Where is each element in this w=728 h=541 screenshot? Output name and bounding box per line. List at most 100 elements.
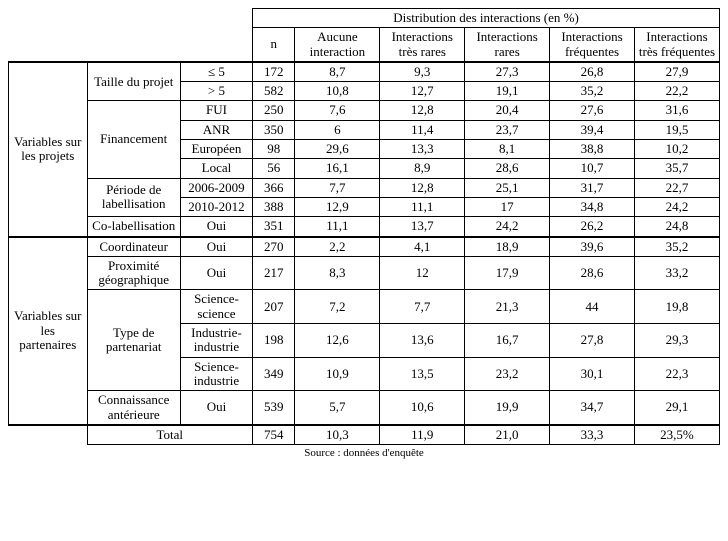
row-total: Total 754 10,3 11,9 21,0 33,3 23,5% [9, 425, 720, 445]
cell: 350 [253, 120, 295, 139]
cell: 11,1 [380, 197, 465, 216]
cell: 29,6 [295, 140, 380, 159]
cell: 31,7 [550, 178, 635, 197]
cat-le5: ≤ 5 [180, 62, 252, 82]
cell: 27,8 [550, 324, 635, 358]
var-financement: Financement [87, 101, 180, 178]
cell: 10,9 [295, 357, 380, 391]
header-aucune: Aucune interaction [295, 28, 380, 62]
row-per-0609: Période de labellisation 2006-2009 366 7… [9, 178, 720, 197]
cell: 8,3 [295, 256, 380, 290]
cell: 10,6 [380, 391, 465, 425]
cell: 13,6 [380, 324, 465, 358]
cell: 16,1 [295, 159, 380, 178]
cell: 27,6 [550, 101, 635, 120]
group-projets: Variables sur les projets [9, 62, 88, 237]
cat-fui: FUI [180, 101, 252, 120]
cell: 28,6 [465, 159, 550, 178]
cat-oui: Oui [180, 237, 252, 257]
cell: 23,7 [465, 120, 550, 139]
cat-1012: 2010-2012 [180, 197, 252, 216]
header-tres-rares: Interactions très rares [380, 28, 465, 62]
cell: 6 [295, 120, 380, 139]
cell: 7,6 [295, 101, 380, 120]
interactions-table: Distribution des interactions (en %) n A… [8, 8, 720, 445]
cell: 44 [550, 290, 635, 324]
cat-ss: Science-science [180, 290, 252, 324]
cell: 19,8 [634, 290, 719, 324]
cell: 12,7 [380, 82, 465, 101]
group-partenaires: Variables sur les partenaires [9, 237, 88, 425]
cell: 388 [253, 197, 295, 216]
cell: 34,7 [550, 391, 635, 425]
row-fin-fui: Financement FUI 250 7,6 12,8 20,4 27,6 3… [9, 101, 720, 120]
cell: 35,2 [634, 237, 719, 257]
cell: 56 [253, 159, 295, 178]
cell: 13,3 [380, 140, 465, 159]
var-colab: Co-labellisation [87, 217, 180, 237]
header-distribution: Distribution des interactions (en %) [253, 9, 720, 28]
row-type-ss: Type de partenariat Science-science 207 … [9, 290, 720, 324]
cell: 26,2 [550, 217, 635, 237]
row-colab: Co-labellisation Oui 351 11,1 13,7 24,2 … [9, 217, 720, 237]
cell: 21,0 [465, 425, 550, 445]
cell: 29,1 [634, 391, 719, 425]
cell: 19,1 [465, 82, 550, 101]
cell: 12,8 [380, 101, 465, 120]
cat-eur: Européen [180, 140, 252, 159]
cell: 24,2 [634, 197, 719, 216]
cell: 12 [380, 256, 465, 290]
cell: 22,2 [634, 82, 719, 101]
cell: 30,1 [550, 357, 635, 391]
cell: 539 [253, 391, 295, 425]
var-prox: Proximité géographique [87, 256, 180, 290]
cell: 19,5 [634, 120, 719, 139]
cell: 27,3 [465, 62, 550, 82]
cell: 22,7 [634, 178, 719, 197]
cat-oui: Oui [180, 256, 252, 290]
cell: 13,5 [380, 357, 465, 391]
cell: 8,7 [295, 62, 380, 82]
row-prox: Proximité géographique Oui 217 8,3 12 17… [9, 256, 720, 290]
cell: 39,4 [550, 120, 635, 139]
cell: 754 [253, 425, 295, 445]
cell: 351 [253, 217, 295, 237]
cell: 207 [253, 290, 295, 324]
cell: 172 [253, 62, 295, 82]
cell: 11,9 [380, 425, 465, 445]
cell: 217 [253, 256, 295, 290]
cell: 21,3 [465, 290, 550, 324]
cell: 33,3 [550, 425, 635, 445]
cell: 9,3 [380, 62, 465, 82]
cell: 12,6 [295, 324, 380, 358]
cat-si: Science-industrie [180, 357, 252, 391]
cell: 34,8 [550, 197, 635, 216]
cell: 2,2 [295, 237, 380, 257]
header-n: n [253, 28, 295, 62]
var-conn: Connaissance antérieure [87, 391, 180, 425]
var-taille: Taille du projet [87, 62, 180, 101]
cat-0609: 2006-2009 [180, 178, 252, 197]
cell: 270 [253, 237, 295, 257]
cell: 17 [465, 197, 550, 216]
cell: 11,1 [295, 217, 380, 237]
cell: 22,3 [634, 357, 719, 391]
var-type: Type de partenariat [87, 290, 180, 391]
cell: 7,7 [295, 178, 380, 197]
header-rares: Interactions rares [465, 28, 550, 62]
cell: 10,3 [295, 425, 380, 445]
cell: 26,8 [550, 62, 635, 82]
header-frequentes: Interactions fréquentes [550, 28, 635, 62]
cat-ii: Industrie-industrie [180, 324, 252, 358]
header-row-2: n Aucune interaction Interactions très r… [9, 28, 720, 62]
cell: 19,9 [465, 391, 550, 425]
cat-oui: Oui [180, 217, 252, 237]
cell: 10,7 [550, 159, 635, 178]
row-conn: Connaissance antérieure Oui 539 5,7 10,6… [9, 391, 720, 425]
cell: 12,8 [380, 178, 465, 197]
source-label: Source : données d'enquête [8, 447, 720, 459]
cell: 31,6 [634, 101, 719, 120]
cell: 13,7 [380, 217, 465, 237]
cell: 8,9 [380, 159, 465, 178]
cell: 349 [253, 357, 295, 391]
